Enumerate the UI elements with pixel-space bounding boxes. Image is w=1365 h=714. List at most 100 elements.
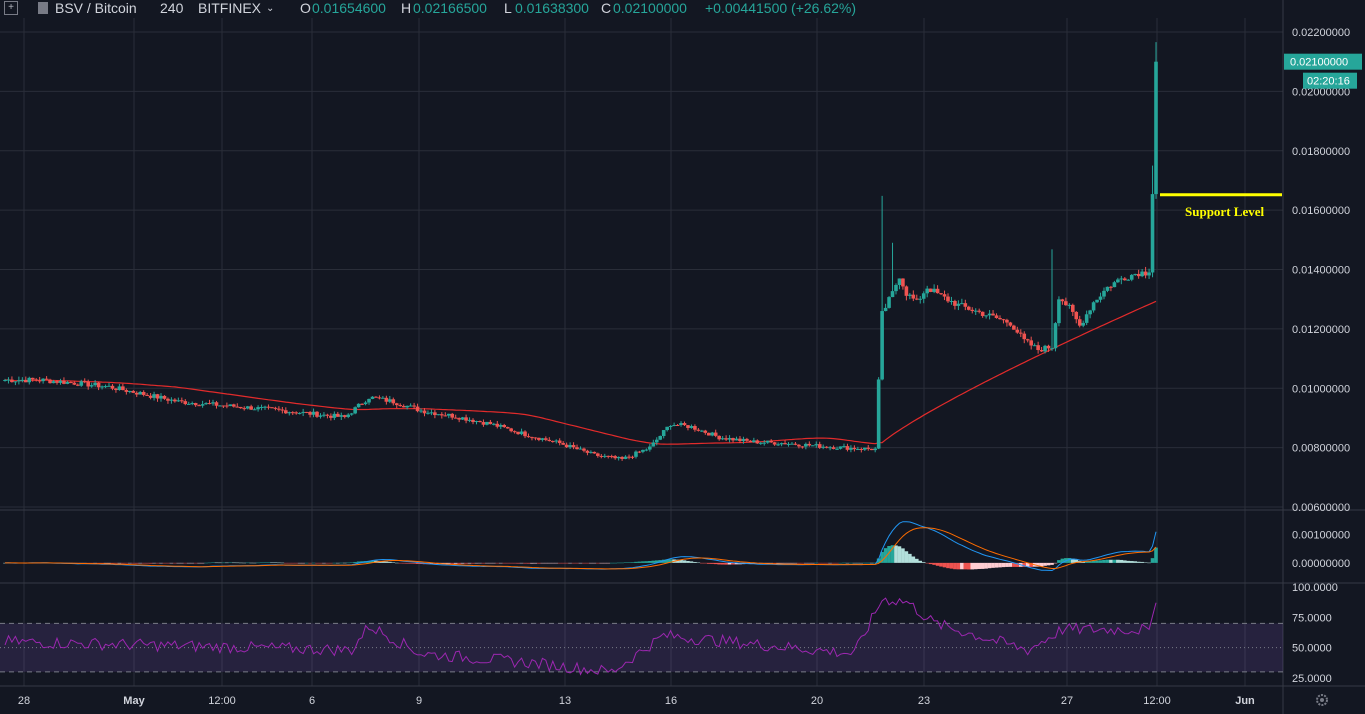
macd-histogram-bar	[793, 562, 798, 564]
macd-histogram-bar	[457, 562, 461, 564]
macd-histogram-bar	[398, 562, 403, 564]
macd-histogram-bar	[450, 562, 455, 564]
candle-up	[540, 437, 545, 442]
candle-body	[474, 421, 479, 423]
macd-histogram-bar	[1081, 561, 1085, 563]
candle-down	[284, 407, 288, 414]
candle-body	[862, 447, 867, 450]
candle-body	[627, 456, 631, 458]
macd-histogram-bar	[668, 559, 673, 563]
symbol-name[interactable]: BSV / Bitcoin	[55, 0, 137, 16]
candle-up	[578, 446, 583, 450]
exchange[interactable]: BITFINEX	[198, 0, 262, 16]
candle-body	[752, 440, 756, 443]
gear-icon[interactable]	[1316, 694, 1328, 706]
candle-up	[429, 409, 434, 416]
candle-up	[287, 411, 292, 416]
candle-body	[346, 414, 351, 417]
price-tick-label: 0.02200000	[1292, 27, 1350, 39]
candle-down	[1046, 344, 1051, 352]
candle-up	[887, 296, 891, 309]
candle-up	[1091, 301, 1096, 313]
candle-body	[800, 446, 805, 448]
candle-up	[1057, 296, 1061, 327]
macd-histogram-bar	[880, 551, 884, 563]
candle-body	[308, 412, 312, 415]
candle-down	[193, 402, 198, 407]
macd-histogram-bar	[297, 562, 302, 564]
macd-histogram-bar	[471, 562, 475, 564]
candle-up	[897, 278, 902, 290]
candle-down	[717, 435, 721, 441]
candle-down	[509, 427, 513, 433]
high-value: 0.02166500	[413, 0, 487, 16]
macd-histogram-bar	[492, 562, 496, 564]
candle-up	[474, 420, 479, 425]
candle-body	[918, 298, 923, 300]
macd-histogram-bar	[869, 562, 874, 564]
candle-body	[616, 456, 621, 459]
candle-down	[817, 441, 822, 449]
candle-up	[960, 298, 964, 305]
candle-up	[1154, 42, 1158, 199]
candle-up	[89, 382, 94, 388]
macd-histogram-bar	[1060, 558, 1065, 563]
macd-histogram-bar	[925, 562, 929, 564]
candle-down	[859, 447, 864, 453]
price-tick-label: 0.01200000	[1292, 324, 1350, 336]
candle-down	[342, 414, 347, 419]
candle-down	[360, 403, 364, 406]
candle-body	[266, 406, 271, 408]
macd-histogram-bar	[589, 562, 593, 564]
chevron-down-icon[interactable]: ⌄	[266, 3, 275, 14]
candle-body	[717, 435, 721, 440]
candle-down	[235, 403, 240, 408]
candle-down	[738, 436, 742, 444]
candle-body	[440, 414, 444, 416]
candle-body	[772, 442, 777, 445]
candle-body	[367, 398, 371, 403]
candle-down	[1074, 311, 1079, 324]
expand-icon[interactable]: +	[4, 1, 18, 15]
macd-histogram-bar	[564, 562, 569, 564]
candle-up	[658, 435, 663, 441]
candle-down	[793, 441, 798, 446]
interval[interactable]: 240	[160, 0, 184, 16]
macd-histogram-bar	[1133, 561, 1137, 563]
candle-body	[398, 405, 403, 407]
candle-body	[374, 396, 378, 398]
candle-body	[263, 406, 267, 408]
support-level[interactable]: Support Level	[1160, 193, 1282, 219]
countdown-tag	[1303, 72, 1357, 89]
candle-body	[315, 411, 319, 417]
macd-histogram-bar	[329, 562, 333, 564]
candle-down	[1064, 297, 1068, 306]
candle-body	[1091, 302, 1096, 311]
candle-up	[932, 284, 936, 294]
macd-histogram-bar	[804, 562, 808, 564]
candles[interactable]	[3, 42, 1158, 461]
candle-body	[984, 315, 988, 317]
axes: 0.02200000 0.02000000 0.01800000 0.01600000…	[18, 27, 1362, 707]
price-tick-label: 0.01800000	[1292, 146, 1350, 158]
candle-up	[984, 315, 988, 319]
macd-histogram-bar	[478, 562, 482, 564]
macd-histogram-bar	[932, 562, 936, 565]
candle-up	[554, 439, 559, 444]
candle-up	[65, 380, 70, 385]
macd-histogram-bar	[1102, 559, 1106, 563]
macd-histogram-bar	[381, 561, 385, 563]
candle-body	[873, 448, 877, 451]
macd-histogram-bar	[568, 562, 572, 564]
candle-body	[1129, 274, 1134, 280]
candle-body	[1008, 322, 1013, 326]
candle-up	[1126, 278, 1131, 281]
macd-histogram-bar	[949, 562, 954, 569]
candle-body	[58, 380, 63, 383]
candle-up	[661, 430, 666, 439]
macd-histogram-bar	[994, 562, 999, 568]
candle-body	[710, 432, 715, 436]
